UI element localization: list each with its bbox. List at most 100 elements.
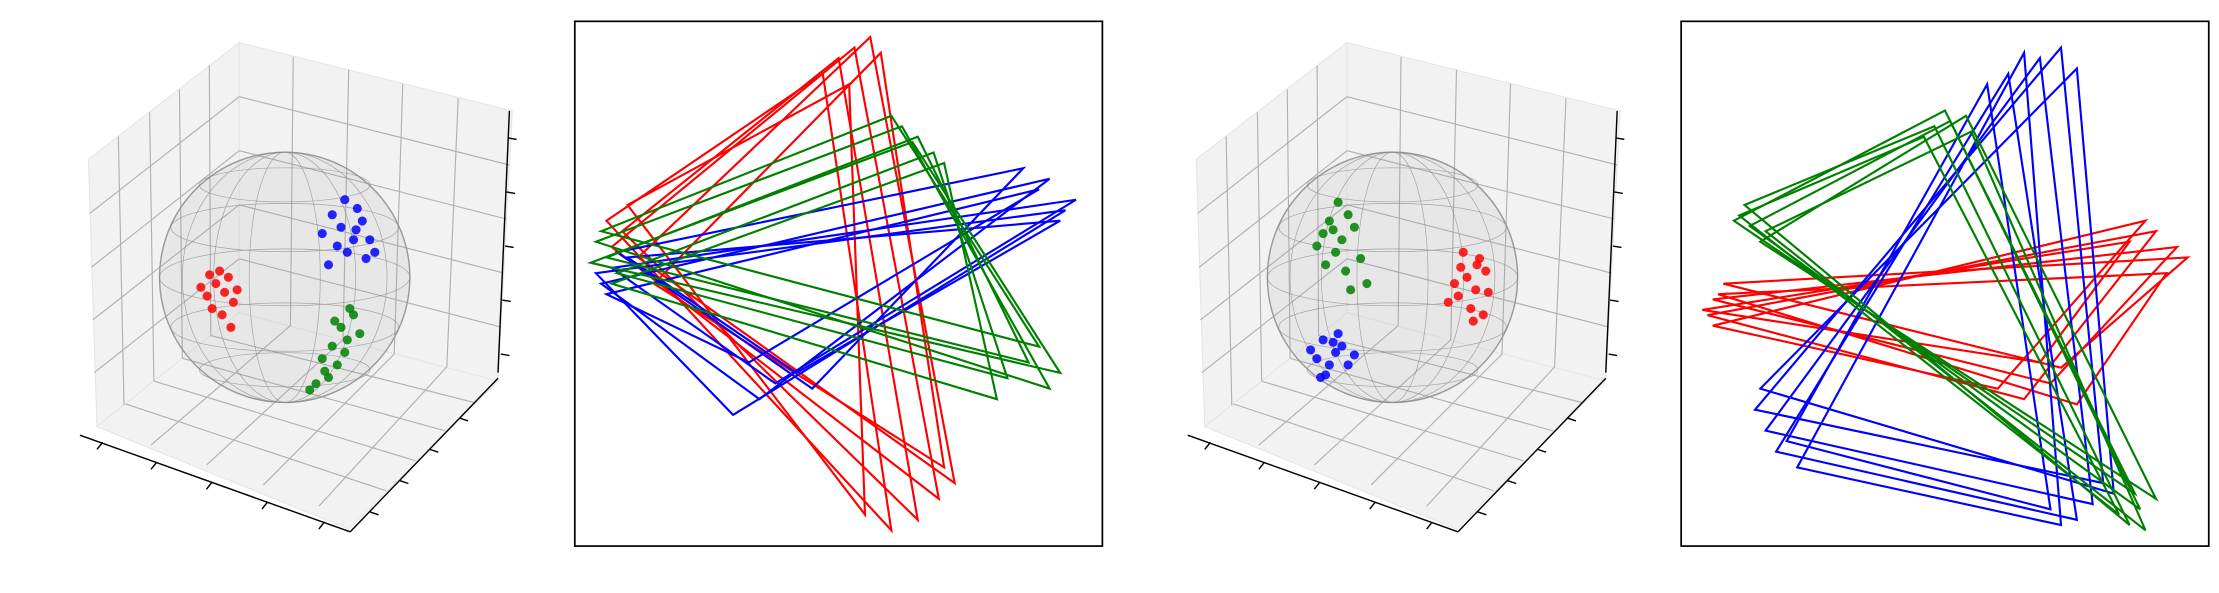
point — [311, 379, 321, 389]
point — [327, 341, 337, 351]
point — [196, 282, 206, 292]
point — [1318, 228, 1328, 239]
point — [1306, 345, 1316, 355]
point — [1312, 354, 1322, 364]
point — [1356, 253, 1366, 264]
point — [357, 216, 367, 226]
point — [1483, 287, 1493, 297]
point — [1453, 291, 1463, 301]
point — [1337, 235, 1347, 245]
point — [1324, 360, 1334, 370]
triangle — [1747, 119, 2142, 511]
point — [342, 247, 352, 257]
triangle — [636, 34, 957, 486]
triangle — [608, 161, 999, 401]
point — [305, 385, 315, 395]
point — [211, 279, 221, 289]
triangle — [614, 166, 1027, 391]
triangle — [620, 56, 920, 523]
point — [1333, 197, 1343, 207]
point — [1466, 304, 1476, 314]
point — [228, 297, 238, 307]
triangle — [608, 198, 1077, 385]
point — [1318, 335, 1328, 345]
point — [340, 195, 350, 205]
triangle — [602, 135, 1031, 365]
point — [1346, 285, 1356, 295]
point — [217, 310, 227, 320]
point — [1449, 279, 1460, 289]
triangle — [597, 114, 1042, 349]
point — [317, 354, 327, 364]
triangle — [1731, 109, 2138, 497]
triangle — [1723, 256, 2191, 369]
point — [232, 285, 242, 295]
triangle — [1758, 66, 2115, 496]
point — [1337, 341, 1347, 351]
point — [202, 291, 212, 301]
point — [1472, 260, 1482, 270]
triangle — [1737, 135, 2121, 516]
point — [345, 304, 355, 314]
point — [332, 241, 342, 251]
point — [365, 235, 375, 245]
triangle — [613, 151, 1010, 380]
point — [361, 253, 371, 264]
point — [327, 210, 337, 220]
point — [352, 203, 362, 214]
point — [1324, 216, 1334, 226]
point — [330, 316, 340, 326]
triangle — [593, 209, 1067, 417]
triangle — [1753, 44, 2105, 485]
point — [205, 270, 215, 280]
point — [336, 322, 346, 332]
triangle — [1763, 130, 2147, 532]
point — [323, 260, 334, 270]
point — [336, 222, 346, 232]
point — [223, 272, 233, 282]
axes-3d — [79, 41, 518, 533]
triangle — [1758, 114, 2159, 502]
point — [1471, 285, 1481, 295]
point — [370, 247, 380, 257]
point — [1458, 247, 1468, 257]
point — [1331, 347, 1341, 357]
point — [1343, 210, 1353, 220]
point — [220, 287, 230, 297]
point — [215, 266, 225, 276]
triangle — [598, 177, 1051, 401]
point — [1328, 225, 1338, 235]
triangle — [1717, 272, 2169, 406]
point — [1343, 360, 1353, 370]
point — [1328, 337, 1338, 347]
point — [1316, 372, 1326, 382]
point — [348, 235, 359, 245]
axes-frame — [1680, 20, 2210, 547]
point — [1333, 329, 1343, 339]
point — [355, 329, 365, 339]
point — [320, 366, 330, 376]
point — [317, 228, 327, 239]
point — [1312, 241, 1322, 251]
triangle — [1795, 49, 2063, 527]
point — [207, 304, 217, 314]
triangle — [592, 124, 1052, 391]
point — [1349, 350, 1359, 360]
point — [226, 322, 236, 332]
point — [1468, 316, 1478, 326]
point — [332, 360, 342, 370]
point — [1331, 247, 1341, 257]
point — [1341, 266, 1351, 276]
point — [351, 225, 361, 235]
triangle — [586, 140, 1063, 375]
point — [1456, 262, 1466, 272]
axes-frame — [573, 20, 1104, 547]
point — [1443, 297, 1453, 307]
triangle — [1712, 245, 2180, 385]
point — [342, 335, 352, 345]
point — [1349, 222, 1359, 232]
point — [1462, 272, 1472, 282]
point — [340, 347, 350, 357]
